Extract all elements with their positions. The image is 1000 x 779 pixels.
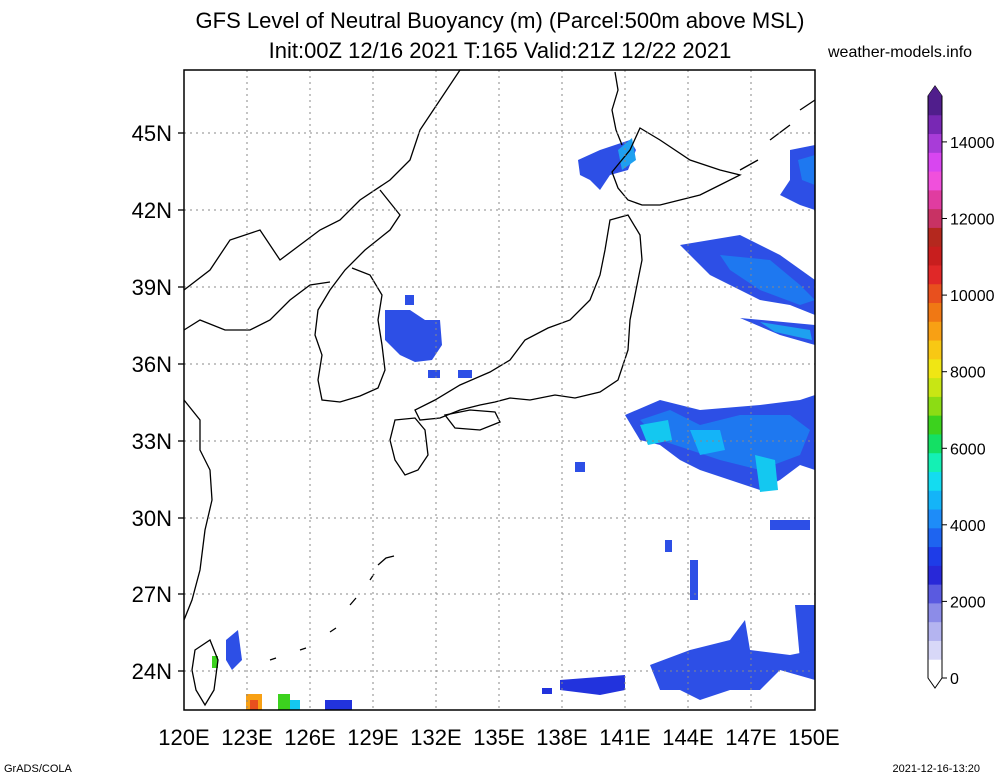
footer-software: GrADS/COLA bbox=[4, 763, 72, 775]
colorbar-segment bbox=[928, 171, 942, 191]
colorbar-segment bbox=[928, 340, 942, 360]
colorbar-label: 2000 bbox=[950, 594, 986, 611]
colorbar-segment bbox=[928, 490, 942, 510]
colorbar-segment bbox=[928, 133, 942, 153]
lon-tick-126e: 126E bbox=[284, 725, 335, 750]
colorbar-segment bbox=[928, 565, 942, 585]
colorbar-segment bbox=[928, 640, 942, 660]
lon-tick-138e: 138E bbox=[536, 725, 587, 750]
chart-title: GFS Level of Neutral Buoyancy (m) (Parce… bbox=[195, 8, 805, 33]
colorbar-label: 6000 bbox=[950, 441, 986, 458]
lat-tick-39n: 39N bbox=[132, 275, 172, 300]
colorbar-label: 14000 bbox=[950, 135, 995, 152]
colorbar-segment bbox=[928, 584, 942, 604]
colorbar-max-arrow bbox=[928, 86, 942, 96]
colorbar-segment bbox=[928, 152, 942, 172]
gridlines bbox=[184, 70, 815, 710]
colorbar-segment bbox=[928, 377, 942, 397]
colorbar-segment bbox=[928, 602, 942, 623]
colorbar bbox=[927, 85, 943, 689]
patch-korea bbox=[385, 310, 442, 362]
colorbar-segment bbox=[928, 546, 942, 566]
coastlines bbox=[183, 69, 816, 707]
buoyancy-patches bbox=[212, 138, 815, 710]
lat-tick-36n: 36N bbox=[132, 352, 172, 377]
lat-tick-24n: 24N bbox=[132, 659, 172, 684]
colorbar-segment bbox=[928, 452, 942, 472]
colorbar-segment bbox=[928, 114, 942, 135]
colorbar-label: 4000 bbox=[950, 518, 986, 535]
patch-taiwan bbox=[226, 630, 242, 670]
lat-tick-45n: 45N bbox=[132, 121, 172, 146]
lon-tick-147e: 147E bbox=[725, 725, 776, 750]
colorbar-segment bbox=[928, 189, 942, 210]
colorbar-segment bbox=[928, 283, 942, 304]
colorbar-segment bbox=[928, 227, 942, 247]
footer-timestamp: 2021-12-16-13:20 bbox=[892, 763, 980, 775]
colorbar-segment bbox=[928, 96, 942, 116]
lon-tick-144e: 144E bbox=[662, 725, 713, 750]
colorbar-segment bbox=[928, 208, 942, 228]
colorbar-segment bbox=[928, 471, 942, 491]
lon-tick-120e: 120E bbox=[158, 725, 209, 750]
lon-tick-123e: 123E bbox=[221, 725, 272, 750]
colorbar-segment bbox=[928, 396, 942, 416]
lat-tick-33n: 33N bbox=[132, 429, 172, 454]
colorbar-label: 12000 bbox=[950, 212, 995, 229]
lat-tick-30n: 30N bbox=[132, 506, 172, 531]
colorbar-segment bbox=[928, 527, 942, 548]
patch-south-pacific bbox=[650, 620, 815, 700]
colorbar-segment bbox=[928, 246, 942, 266]
colorbar-label: 0 bbox=[950, 671, 959, 688]
colorbar-segment bbox=[928, 509, 942, 529]
colorbar-segment bbox=[928, 358, 942, 379]
lon-tick-141e: 141E bbox=[599, 725, 650, 750]
colorbar-segment bbox=[928, 302, 942, 322]
lat-tick-42n: 42N bbox=[132, 198, 172, 223]
lat-tick-27n: 27N bbox=[132, 582, 172, 607]
colorbar-segment bbox=[928, 415, 942, 435]
chart-subtitle: Init:00Z 12/16 2021 T:165 Valid:21Z 12/2… bbox=[268, 38, 732, 63]
colorbar-segment bbox=[928, 621, 942, 641]
colorbar-label: 10000 bbox=[950, 288, 995, 305]
colorbar-segment bbox=[928, 264, 942, 285]
map-frame bbox=[183, 69, 816, 711]
lon-tick-132e: 132E bbox=[410, 725, 461, 750]
colorbar-segment bbox=[928, 659, 942, 679]
colorbar-label: 8000 bbox=[950, 365, 986, 382]
lon-tick-129e: 129E bbox=[347, 725, 398, 750]
colorbar-segment bbox=[928, 433, 942, 454]
lon-tick-150e: 150E bbox=[788, 725, 839, 750]
lon-tick-135e: 135E bbox=[473, 725, 524, 750]
site-credit: weather-models.info bbox=[828, 44, 973, 61]
colorbar-segment bbox=[928, 321, 942, 341]
